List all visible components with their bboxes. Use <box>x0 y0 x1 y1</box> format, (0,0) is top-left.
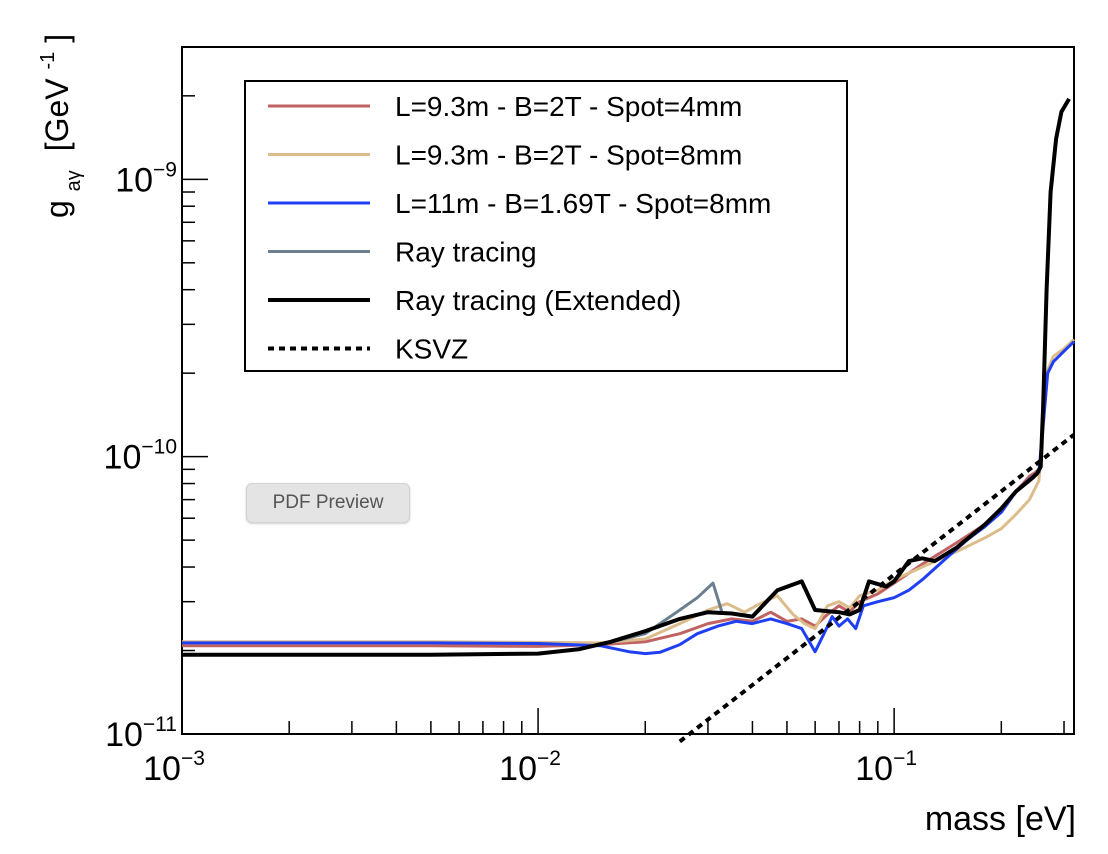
legend-label-5: Ray tracing (Extended) <box>395 285 681 316</box>
series-line-4 <box>600 581 725 647</box>
x-tick-label-base: 10 <box>499 750 537 788</box>
axis-ticks <box>181 95 1065 735</box>
y-tick-label-exponent: −10 <box>141 436 177 459</box>
y-axis-label-sub: aγ <box>63 170 85 191</box>
legend-label-3: L=11m - B=1.69T - Spot=8mm <box>395 188 771 219</box>
legend-label-4: Ray tracing <box>395 237 537 268</box>
legend-label-1: L=9.3m - B=2T - Spot=4mm <box>395 91 742 122</box>
x-tick-label: 10−3 <box>143 747 205 788</box>
plot-frame <box>181 46 1075 735</box>
x-axis-label: mass [eV] <box>925 800 1076 838</box>
y-axis-label-unit: [GeV <box>39 78 75 152</box>
y-axis-label-unit-close: ] <box>39 34 75 43</box>
x-tick-label-exponent: −2 <box>537 747 561 770</box>
x-tick-label-exponent: −1 <box>893 747 917 770</box>
y-tick-label: 10−9 <box>115 158 177 199</box>
x-tick-label-base: 10 <box>855 750 893 788</box>
series-layer <box>182 97 1076 744</box>
y-tick-label-exponent: −9 <box>153 158 177 181</box>
series-line-5 <box>182 97 1071 657</box>
legend-label-2: L=9.3m - B=2T - Spot=8mm <box>395 140 742 171</box>
series-line-6 <box>678 433 1076 744</box>
pdf-preview-button[interactable]: PDF Preview <box>246 483 410 523</box>
y-axis-label-main: g <box>39 200 75 218</box>
x-tick-label: 10−2 <box>499 747 561 788</box>
legend: L=9.3m - B=2T - Spot=4mm L=9.3m - B=2T - … <box>244 80 848 372</box>
y-axis-label-unit-sup: -1 <box>37 52 59 70</box>
x-tick-label-exponent: −3 <box>181 747 205 770</box>
x-tick-label-base: 10 <box>143 750 181 788</box>
x-tick-label: 10−1 <box>855 747 917 788</box>
y-axis-label: g aγ [GeV -1 ] <box>25 34 87 218</box>
series-line-2 <box>182 338 1076 645</box>
y-tick-label: 10−10 <box>104 436 177 477</box>
y-tick-label-exponent: −11 <box>143 713 177 736</box>
legend-entries: L=9.3m - B=2T - Spot=4mm L=9.3m - B=2T - … <box>268 91 771 365</box>
y-tick-label-base: 10 <box>115 161 153 199</box>
legend-box <box>244 80 848 372</box>
y-tick-label: 10−11 <box>105 713 177 754</box>
y-tick-label-base: 10 <box>105 716 143 754</box>
y-tick-label-base: 10 <box>104 439 142 477</box>
legend-label-6: KSVZ <box>395 334 468 365</box>
